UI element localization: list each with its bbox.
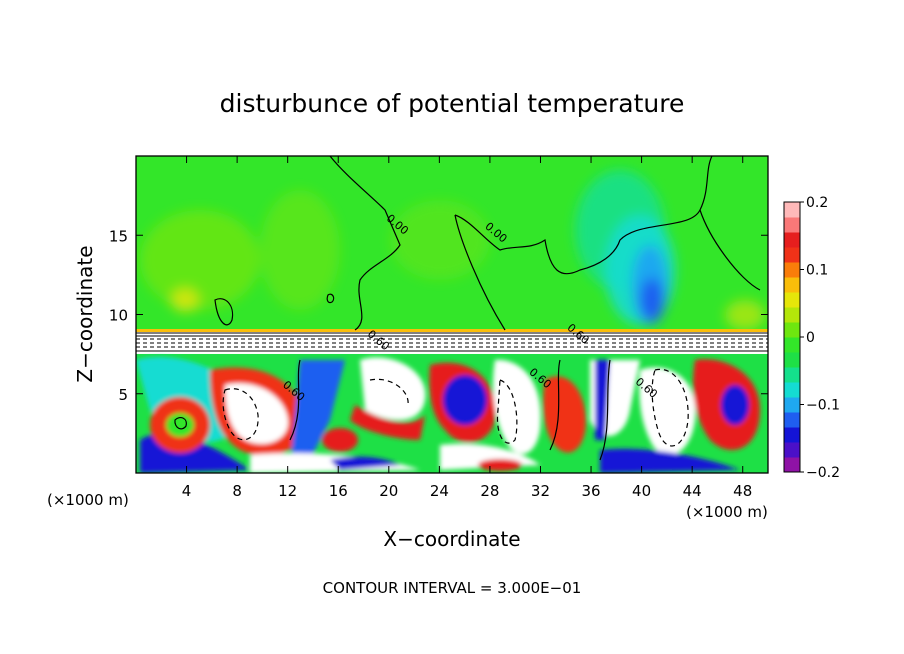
colorbar-tick-label: −0.1 (806, 398, 840, 414)
colorbar-segment (784, 442, 800, 458)
y-tick-label: 5 (118, 386, 128, 404)
y-tick-label: 15 (109, 227, 128, 245)
x-axis: 4 8 12 16 20 24 28 32 36 40 44 48 (182, 156, 752, 500)
colorbar-segment (784, 262, 800, 278)
x-tick-label: 24 (430, 482, 449, 500)
x-axis-label: X−coordinate (383, 527, 520, 551)
colorbar-segment (784, 307, 800, 323)
colorbar-segment (784, 382, 800, 398)
x-tick-label: 4 (182, 482, 192, 500)
colorbar-segment (784, 202, 800, 218)
colorbar: 0.2 0.1 0 −0.1 −0.2 (783, 195, 840, 481)
colorbar-segment (784, 427, 800, 443)
colorbar-segment (784, 232, 800, 248)
colorbar-segment (784, 367, 800, 383)
plot-area: 0.00 0.000.60 0.600.60 0.60 0.60 (136, 156, 768, 473)
colorbar-segment (784, 352, 800, 368)
x-unit-left: (×1000 m) (47, 491, 129, 509)
x-unit-right: (×1000 m) (686, 503, 768, 521)
colorbar-segment (784, 322, 800, 338)
x-tick-label: 8 (232, 482, 242, 500)
y-tick-label: 10 (109, 307, 128, 325)
colorbar-tick-label: 0 (806, 330, 815, 346)
x-tick-label: 20 (379, 482, 398, 500)
contour-interval-note: CONTOUR INTERVAL = 3.000E−01 (323, 579, 582, 597)
x-tick-label: 40 (632, 482, 651, 500)
colorbar-segment (784, 292, 800, 308)
colorbar-segment (784, 457, 800, 473)
x-tick-label: 32 (531, 482, 550, 500)
x-tick-label: 28 (480, 482, 499, 500)
colorbar-segment (784, 397, 800, 413)
x-tick-label: 16 (329, 482, 348, 500)
colorbar-segment (784, 217, 800, 233)
colorbar-segment (784, 277, 800, 293)
y-axis: 5 10 15 (109, 227, 768, 404)
colorbar-segment (784, 337, 800, 353)
colorbar-tick-label: 0.1 (806, 263, 828, 279)
x-tick-label: 44 (683, 482, 702, 500)
x-tick-label: 12 (278, 482, 297, 500)
upper-anomalies (140, 170, 765, 330)
colorbar-tick-label: −0.2 (806, 465, 840, 481)
stable-layer (136, 330, 768, 354)
contour-lines (174, 156, 761, 461)
colorbar-segment (784, 247, 800, 263)
x-tick-label: 48 (733, 482, 752, 500)
chart-title: disturbunce of potential temperature (220, 89, 685, 118)
stable-layer-lines (136, 332, 768, 352)
y-axis-label: Z−coordinate (73, 245, 97, 382)
colorbar-segment (784, 412, 800, 428)
colorbar-tick-label: 0.2 (806, 195, 828, 211)
x-tick-label: 36 (581, 482, 600, 500)
lower-anomalies (136, 356, 760, 473)
